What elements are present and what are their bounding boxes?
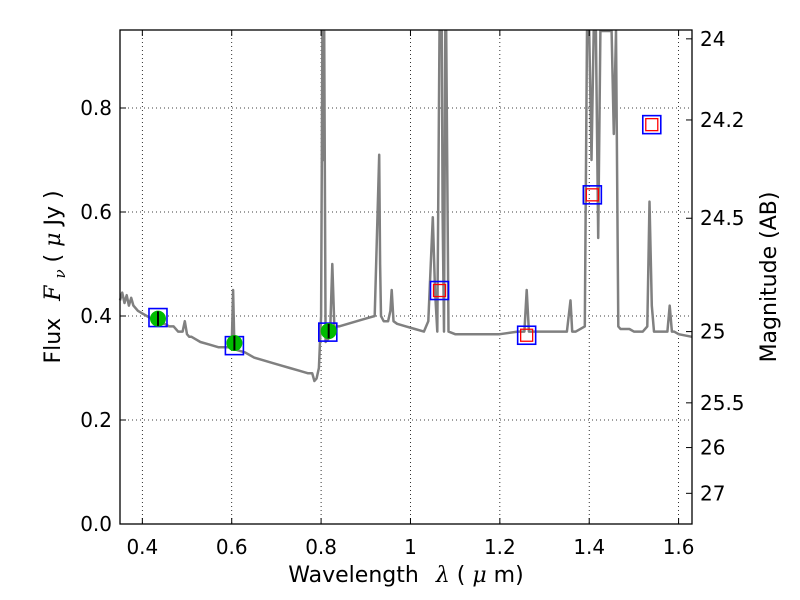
y-axis-title: Flux F ν ( μ Jy ): [41, 190, 71, 363]
red-square-marker: [432, 283, 447, 298]
blue-square-marker: [641, 114, 662, 135]
y2-tick-label: 24: [700, 27, 725, 51]
y-tick-label: 0.4: [80, 304, 112, 328]
x-tick-label: 0.4: [126, 535, 158, 559]
spectrum-line: [118, 29, 693, 383]
x-tick-label: 1: [404, 535, 417, 559]
y2-tick-label: 27: [700, 481, 725, 505]
y-tick-label: 0.6: [80, 200, 112, 224]
y-axis-title-unit-close: Jy ): [41, 190, 66, 227]
red-square-marker: [645, 117, 659, 132]
y-axis-title-unit-symbol: μ: [41, 233, 66, 247]
x-tick-label: 1.4: [573, 535, 605, 559]
x-axis-title-symbol: λ: [435, 563, 450, 588]
x-axis-title: Wavelength λ ( μ m): [288, 563, 523, 588]
y-axis-title-symbol: F: [41, 285, 66, 302]
blue-square-marker: [516, 325, 537, 346]
blue-square-marker: [582, 185, 603, 205]
tick-labels: 0.4 0.6 0.8 1 1.2 1.4 1.6 0.0 0.2 0.4 0.6 0.8 24 24.2…: [80, 27, 744, 559]
x-tick-label: 1.2: [484, 535, 516, 559]
y-tick-label: 0.0: [80, 512, 112, 536]
x-tick-label: 0.6: [216, 535, 248, 559]
y2-tick-label: 24.5: [700, 206, 745, 230]
y-axis-title-unit-open: (: [41, 247, 66, 263]
tick-marks: [120, 30, 692, 525]
red-square-marker: [520, 328, 534, 342]
y-axis-title-subscript: ν: [51, 269, 69, 278]
x-axis-title-unit-open: (: [457, 563, 466, 588]
blue-square-marker: [317, 322, 338, 342]
y-tick-label: 0.2: [80, 408, 112, 432]
x-tick-label: 0.8: [305, 535, 337, 559]
x-axis-title-unit-close: m): [494, 563, 524, 588]
y2-tick-label: 25.5: [700, 391, 745, 415]
y2-tick-label: 25: [700, 320, 725, 344]
plot-frame: [119, 29, 693, 525]
y2-axis-title: Magnitude (AB): [757, 192, 782, 363]
red-square-marker: [585, 188, 599, 202]
y2-tick-label: 24.2: [700, 108, 745, 132]
blue-square-marker: [429, 280, 450, 301]
series-layer: [118, 29, 693, 383]
y-axis-title-text: Flux: [41, 318, 66, 364]
x-tick-label: 1.6: [663, 535, 695, 559]
x-axis-title-text: Wavelength: [288, 563, 419, 588]
markers-layer: [148, 114, 662, 356]
y2-tick-label: 26: [700, 436, 725, 460]
y-tick-label: 0.8: [80, 96, 112, 120]
x-axis-title-unit-symbol: μ: [472, 563, 486, 588]
